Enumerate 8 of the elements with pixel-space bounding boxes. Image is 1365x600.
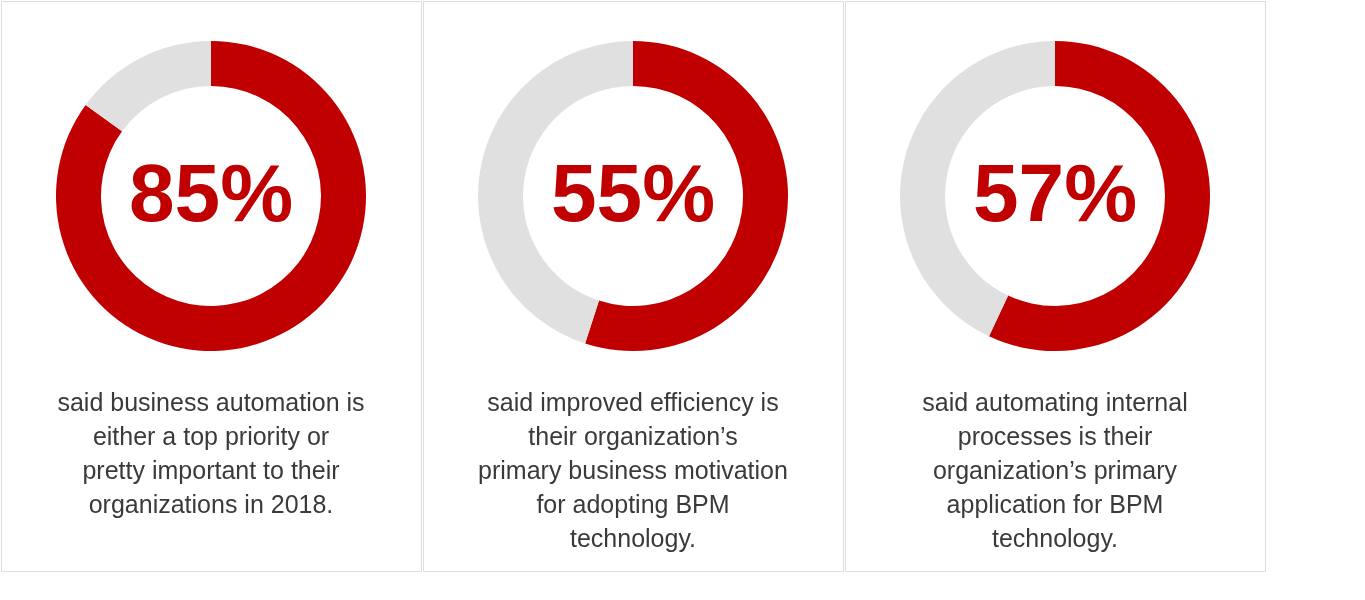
donut-slice — [85, 41, 211, 132]
text: said improved efficiency is their organization’s primary business motivation for adopting BPM technology. — [478, 388, 788, 552]
data-label: 57% — [972, 147, 1138, 238]
donut-slice — [56, 41, 366, 351]
data-label: 85% — [128, 147, 294, 238]
text: said business automation is either a top priority or pretty important to their organizations in 2018. — [57, 388, 365, 518]
text: said automating internal processes is their organization’s primary application for BPM technology. — [922, 388, 1188, 552]
data-label: 55% — [550, 147, 716, 238]
